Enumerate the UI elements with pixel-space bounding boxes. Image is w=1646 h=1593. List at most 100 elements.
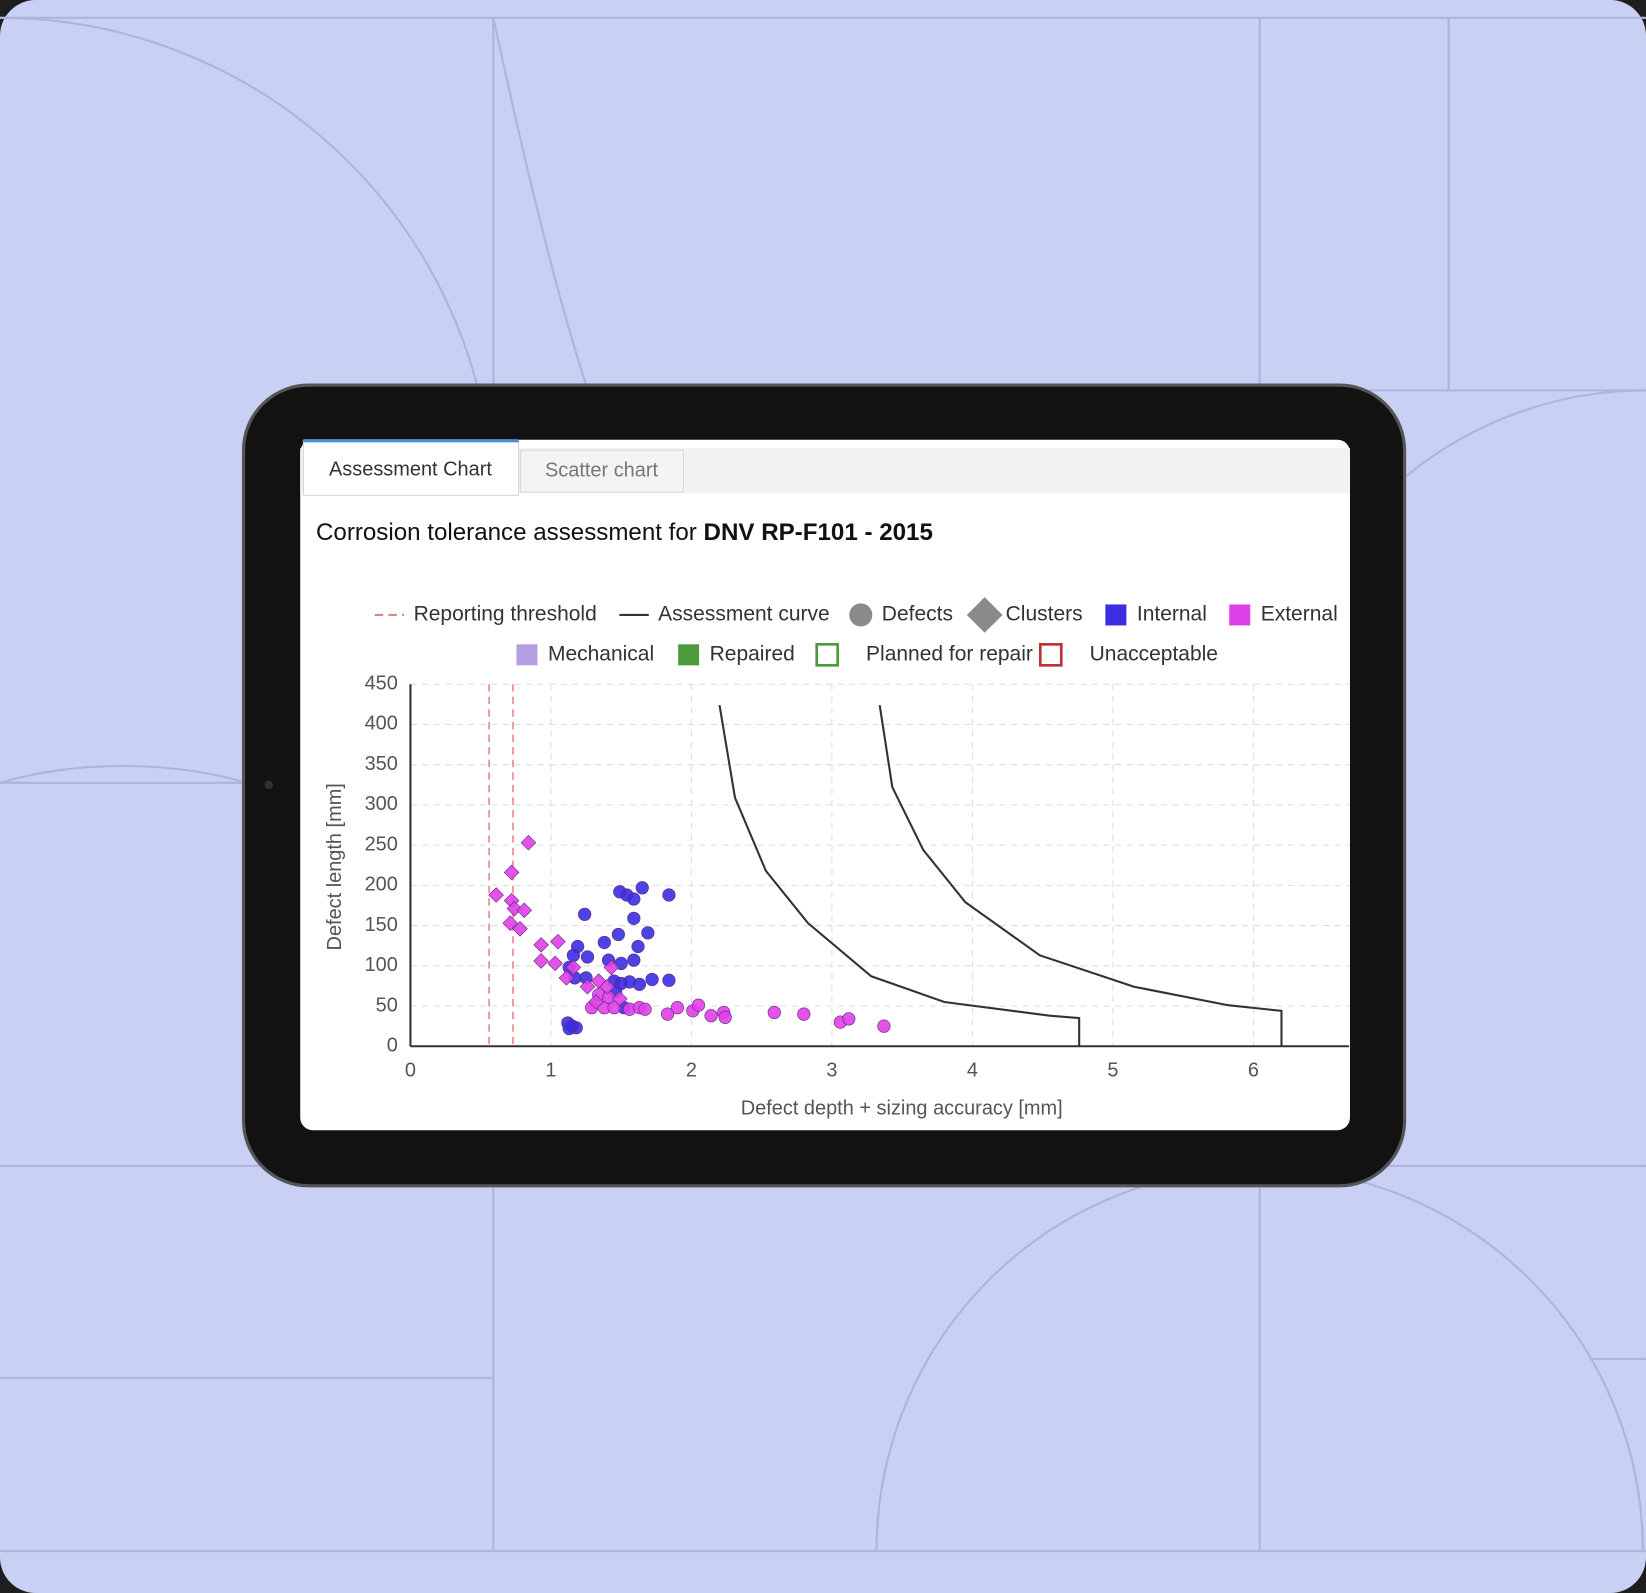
y-tick-label: 450: [365, 672, 398, 694]
defect-point: [631, 939, 645, 954]
legend-symbol: [815, 643, 840, 667]
legend-label: Internal: [1137, 603, 1207, 626]
legend-label: Reporting threshold: [414, 603, 597, 626]
tab-active[interactable]: [302, 440, 520, 496]
defect-point: [635, 881, 649, 895]
defect-point: [767, 1005, 781, 1020]
legend-symbol: [678, 644, 700, 666]
cluster-point: [533, 953, 549, 969]
x-tick-label: 5: [1107, 1060, 1118, 1082]
assessment-curve: [718, 704, 1081, 1047]
tab[interactable]: [520, 449, 684, 493]
defect-point: [627, 911, 641, 925]
cluster-point: [516, 902, 533, 919]
defect-point: [670, 1001, 684, 1015]
legend-item: Planned for repair: [815, 642, 1033, 667]
legend-symbol: [849, 603, 873, 627]
legend-item: Assessment curve: [619, 603, 830, 626]
x-tick-label: 3: [826, 1060, 837, 1082]
defect-point: [627, 892, 641, 906]
title-emphasis: DNV RP-F101 - 2015: [704, 520, 933, 547]
cluster-point: [603, 959, 620, 976]
cluster-point: [488, 887, 504, 903]
cluster-point: [502, 915, 518, 931]
legend-label: Unacceptable: [1090, 642, 1218, 665]
title-text: Corrosion tolerance assessment for: [316, 520, 697, 547]
legend-label: Planned for repair: [866, 642, 1033, 665]
defect-point: [704, 1009, 718, 1023]
screen: [300, 439, 1350, 1131]
y-tick-label: 300: [365, 793, 398, 815]
defect-point: [662, 888, 676, 902]
cluster-point: [550, 933, 566, 950]
cluster-point: [565, 959, 582, 976]
defect-point: [597, 935, 611, 950]
cluster-point: [611, 990, 628, 1007]
legend-symbol: [1105, 604, 1127, 626]
x-tick-label: 6: [1248, 1060, 1259, 1082]
legend-item: Defects: [849, 603, 953, 627]
defect-point: [578, 907, 592, 921]
defect-point: [641, 926, 655, 940]
legend-item: Unacceptable: [1038, 642, 1218, 667]
legend-item: Clusters: [966, 597, 1083, 633]
x-tick-label: 0: [405, 1060, 416, 1082]
legend-label: Defects: [882, 603, 953, 626]
legend-symbol: [1038, 643, 1063, 667]
y-tick-label: 400: [365, 713, 398, 735]
x-axis-label: Defect depth + sizing accuracy [mm]: [741, 1097, 1063, 1119]
y-tick-label: 200: [365, 874, 398, 896]
legend-label: Mechanical: [548, 642, 654, 665]
defect-point: [562, 1021, 576, 1036]
assessment-curve: [878, 704, 1283, 1047]
cluster-point: [588, 994, 604, 1010]
y-tick-label: 0: [387, 1035, 398, 1057]
cluster-point: [503, 864, 520, 881]
defect-point: [797, 1007, 811, 1021]
legend-item: Reporting threshold: [374, 603, 597, 626]
legend-item: Repaired: [678, 642, 795, 665]
x-tick-label: 4: [967, 1060, 978, 1082]
x-tick-label: 2: [686, 1060, 697, 1082]
defect-point: [611, 927, 625, 942]
y-tick-label: 50: [376, 994, 398, 1016]
legend-label: Repaired: [710, 642, 795, 665]
legend-item: Mechanical: [516, 642, 654, 665]
legend-item: Internal: [1105, 603, 1207, 626]
defect-point: [580, 950, 595, 964]
defect-point: [607, 1001, 621, 1015]
legend-label: External: [1261, 603, 1338, 626]
defect-point: [718, 1010, 732, 1024]
camera: [264, 780, 273, 790]
y-tick-label: 100: [365, 954, 398, 976]
cluster-point: [506, 900, 523, 917]
legend-label: Clusters: [1006, 603, 1083, 626]
defect-point: [627, 953, 641, 967]
cluster-point: [512, 921, 528, 937]
defect-point: [660, 1007, 675, 1021]
y-tick-label: 350: [365, 753, 398, 775]
cluster-point: [547, 955, 563, 972]
y-tick-label: 150: [365, 914, 398, 936]
x-tick-label: 1: [545, 1060, 556, 1082]
chart-title: Corrosion tolerance assessment for DNV R…: [316, 520, 933, 547]
legend-label: Assessment curve: [658, 603, 829, 626]
defect-point: [632, 977, 647, 991]
cluster-point: [533, 937, 549, 953]
tab-label[interactable]: Scatter chart: [545, 459, 659, 481]
y-axis-label: Defect length [mm]: [324, 783, 346, 950]
cluster-point: [558, 970, 575, 986]
defect-point: [662, 973, 676, 987]
tab-label[interactable]: Assessment Chart: [329, 458, 492, 480]
legend-symbol: [1229, 604, 1251, 626]
legend-symbol: [516, 644, 538, 666]
legend-item: External: [1229, 603, 1338, 626]
defect-point: [645, 972, 659, 987]
cluster-point: [599, 978, 615, 995]
defect-point: [842, 1012, 856, 1026]
defect-point: [877, 1019, 891, 1033]
cluster-point: [520, 834, 537, 851]
legend-symbol: [966, 597, 1003, 633]
